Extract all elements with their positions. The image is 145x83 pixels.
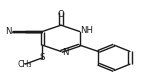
Text: N: N [5,27,11,36]
Text: CH₃: CH₃ [18,60,32,69]
Text: NH: NH [80,26,93,35]
Text: O: O [58,10,64,19]
Text: S: S [40,53,45,62]
Text: N: N [62,48,68,57]
